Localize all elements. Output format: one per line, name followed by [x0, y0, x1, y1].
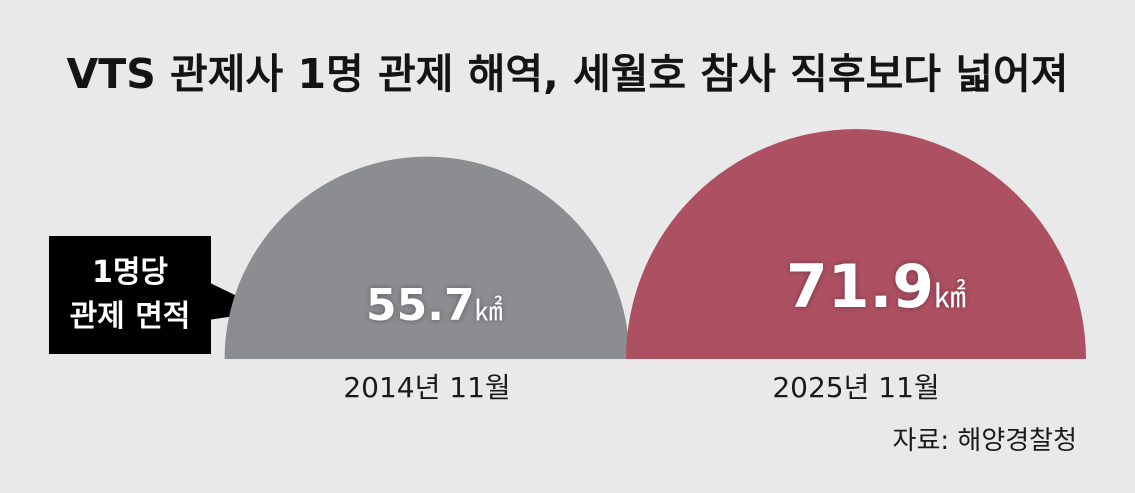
data-label-2014-value: 55.7: [366, 280, 475, 331]
data-label-2014-unit: ㎢: [474, 294, 503, 327]
bar-2014: [224, 156, 630, 359]
callout-box: 1명당 관제 면적: [49, 236, 211, 354]
data-label-2025: 71.9㎢: [786, 252, 966, 322]
callout-text: 1명당 관제 면적: [69, 255, 191, 334]
data-label-2014: 55.7㎢: [366, 280, 503, 331]
data-label-2025-unit: ㎢: [934, 277, 967, 315]
category-label-2014: 2014년 11월: [343, 371, 511, 404]
bar-2025: [626, 129, 1086, 359]
source-note: 자료: 해양경찰청: [892, 426, 1077, 456]
data-label-2025-value: 71.9: [786, 252, 935, 322]
chart-title: VTS 관제사 1명 관제 해역, 세월호 참사 직후보다 넓어져: [66, 50, 1069, 98]
category-label-2025: 2025년 11월: [772, 371, 940, 404]
